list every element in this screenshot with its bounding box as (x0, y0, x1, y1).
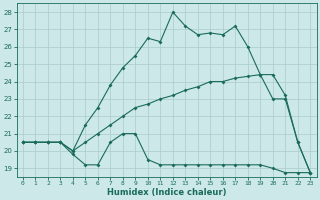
X-axis label: Humidex (Indice chaleur): Humidex (Indice chaleur) (107, 188, 226, 197)
